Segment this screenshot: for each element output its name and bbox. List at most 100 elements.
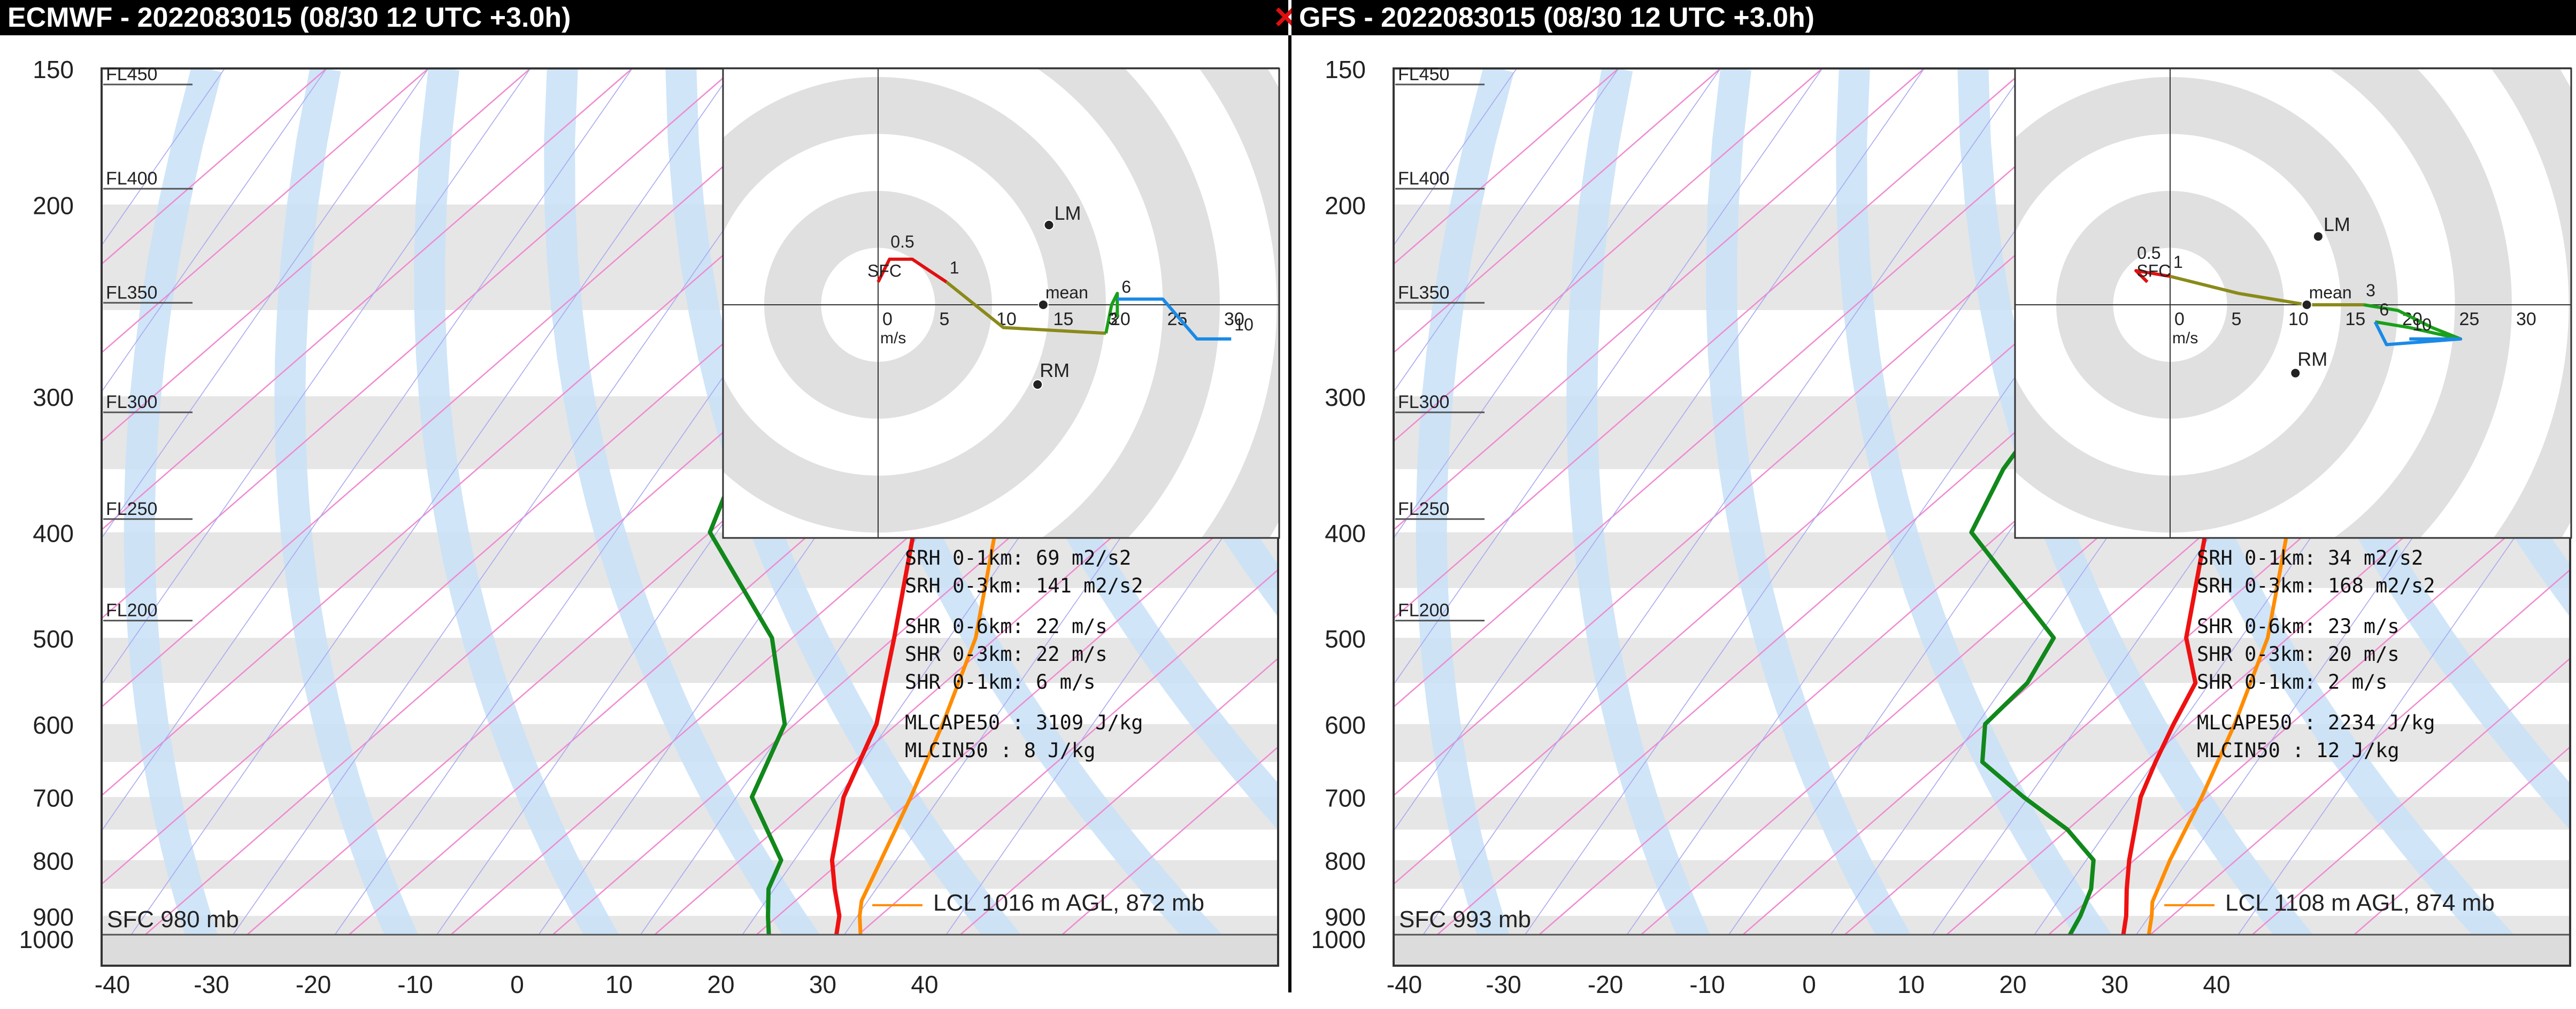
isotherm <box>1394 68 1721 354</box>
hodograph-rm-marker <box>2290 367 2301 379</box>
lcl-label: LCL 1016 m AGL, 872 mb <box>933 890 1204 916</box>
pressure-band <box>102 860 1278 889</box>
hodograph-0-1km <box>2134 269 2171 283</box>
hodograph-frame <box>722 67 1280 539</box>
flight-level-label: FL300 <box>1398 392 1449 412</box>
isotherm <box>102 68 429 354</box>
hodograph-tick-label: 0 <box>882 309 893 329</box>
stats-box: SRH 0-1km: 69 m2/s2 SRH 0-3km: 141 m2/s2 S… <box>905 546 1143 762</box>
hodograph-1-3km <box>2170 274 2364 306</box>
stats-line: SRH 0-3km: 168 m2/s2 <box>2197 574 2435 597</box>
hodograph-height-label: 1 <box>950 258 959 277</box>
hodograph-mean-marker <box>2301 299 2312 310</box>
pressure-tick-label: 200 <box>1325 191 1366 219</box>
pressure-tick-label: 700 <box>33 784 74 812</box>
close-icon[interactable]: ✕ <box>1273 1 1298 34</box>
dry-adiabat <box>1957 68 2331 966</box>
stats-line: SRH 0-3km: 141 m2/s2 <box>905 574 1143 597</box>
mixing-ratio-line <box>1394 68 1925 832</box>
hodograph-tick-label: 35 <box>2573 309 2576 329</box>
hodograph-height-label: 1 <box>2173 252 2183 272</box>
hodograph-tick-label: 30 <box>1224 309 1244 329</box>
hodograph-6-10km <box>2373 321 2463 346</box>
lcl-label: LCL 1108 m AGL, 874 mb <box>2225 890 2495 916</box>
hodograph-tick-label: 30 <box>2516 309 2536 329</box>
dry-adiabat <box>1416 68 1518 966</box>
flight-level-label: FL400 <box>106 168 157 189</box>
hodograph-height-label: SFC <box>2136 261 2171 280</box>
temperature-tick-label: 10 <box>605 971 633 998</box>
stats-line: SHR 0-1km: 6 m/s <box>905 671 1095 694</box>
pressure-tick-label: 300 <box>33 383 74 411</box>
hodograph-height-label: 10 <box>2412 315 2432 334</box>
hodograph-frame <box>2014 67 2572 539</box>
temperature-tick-label: 30 <box>2101 971 2128 998</box>
hodograph-tick-label: 5 <box>2232 309 2242 329</box>
hodograph-tick-label: 25 <box>2459 309 2480 329</box>
mixing-ratio-line <box>1394 68 1721 539</box>
isotherm <box>2114 568 2570 966</box>
hodograph-tick-label: 15 <box>2346 309 2366 329</box>
hodograph-unit-label: m/s <box>880 329 906 347</box>
panel-divider <box>1288 35 1291 992</box>
temperature-tick-label: 20 <box>1999 971 2026 998</box>
hodograph-6-10km <box>1117 297 1232 341</box>
hodograph-tick-label: 15 <box>1054 309 1074 329</box>
hodograph-rm-label: RM <box>1040 359 1070 381</box>
dry-adiabat <box>414 68 633 966</box>
mixing-ratio-line <box>102 68 633 832</box>
mixing-ratio-line <box>1394 68 1517 247</box>
ecmwf-title: ECMWF - 2022083015 (08/30 12 UTC +3.0h) <box>7 2 571 33</box>
pressure-tick-label: 500 <box>1325 625 1366 653</box>
stats-line: SHR 0-3km: 20 m/s <box>2197 643 2400 666</box>
pressure-band <box>1394 860 2570 889</box>
dry-adiabat <box>274 68 429 966</box>
hodograph-height-label: SFC <box>867 261 902 280</box>
flight-level-label: FL250 <box>106 499 157 519</box>
hodograph-1-3km <box>945 281 1106 335</box>
isotherm <box>924 657 1278 966</box>
ecmwf-title-bar: ECMWF - 2022083015 (08/30 12 UTC +3.0h) <box>0 0 1288 35</box>
temperature-tick-label: -40 <box>1387 971 1422 998</box>
hodograph-mean-label: mean <box>1045 283 1088 302</box>
temperature-tick-label: -10 <box>397 971 433 998</box>
isotherm <box>102 68 327 265</box>
hodograph-tick-label: 5 <box>940 309 950 329</box>
hodograph-tick-label: 0 <box>2174 309 2185 329</box>
pressure-tick-label: 1000 <box>19 926 74 953</box>
stats-line: MLCAPE50 : 3109 J/kg <box>905 711 1143 734</box>
flight-level-label: FL200 <box>106 600 157 621</box>
below-ground <box>1394 935 2570 966</box>
isotherm <box>102 68 531 442</box>
surface-pressure-label: SFC 980 mb <box>107 906 239 933</box>
pressure-tick-label: 800 <box>33 848 74 875</box>
mixing-ratio-line <box>1394 68 1619 392</box>
hodograph-tick-label: 20 <box>1110 309 1131 329</box>
dry-adiabat <box>665 68 1039 966</box>
surface-pressure-label: SFC 993 mb <box>1399 906 1531 933</box>
stats-line: SHR 0-3km: 22 m/s <box>905 643 1108 666</box>
hodograph-height-label: 3 <box>2366 281 2375 300</box>
hodograph-lm-label: LM <box>1055 202 1081 224</box>
pressure-tick-label: 300 <box>1325 383 1366 411</box>
hodograph-3-6km <box>2363 303 2463 341</box>
pressure-tick-label: 500 <box>33 625 74 653</box>
stats-line: SHR 0-1km: 2 m/s <box>2197 671 2387 694</box>
hodograph-height-label: 3 <box>1108 309 1118 328</box>
below-ground <box>102 935 1278 966</box>
isotherm <box>822 568 1278 966</box>
mixing-ratio-line <box>1401 68 2027 966</box>
temperature-tick-label: 20 <box>707 971 734 998</box>
temperature-tick-label: -20 <box>1588 971 1623 998</box>
temperature-tick-label: -20 <box>296 971 331 998</box>
temperature-tick-label: 0 <box>1802 971 1816 998</box>
hodograph-0-1km <box>876 257 948 283</box>
stats-line: SRH 0-1km: 34 m2/s2 <box>2197 546 2423 569</box>
mixing-ratio-line <box>102 68 429 539</box>
temperature-tick-label: -40 <box>95 971 130 998</box>
temperature-tick-label: -10 <box>1689 971 1725 998</box>
